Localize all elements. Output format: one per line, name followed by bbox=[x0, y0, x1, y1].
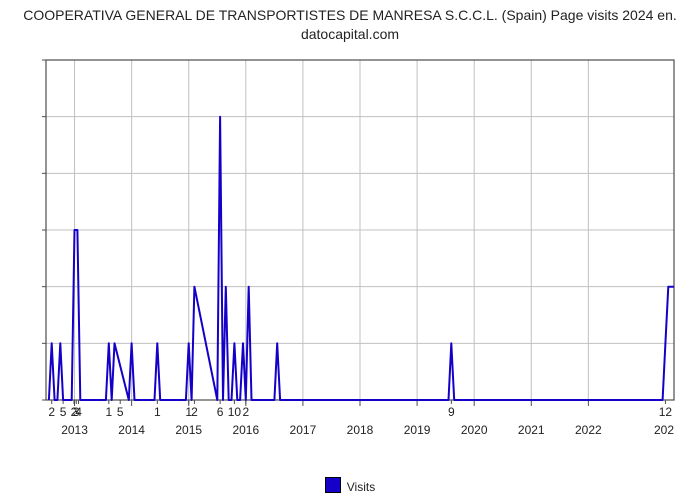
svg-text:2020: 2020 bbox=[461, 423, 488, 437]
svg-text:10: 10 bbox=[228, 405, 242, 419]
svg-text:2013: 2013 bbox=[61, 423, 88, 437]
svg-text:2021: 2021 bbox=[518, 423, 545, 437]
svg-text:1: 1 bbox=[154, 405, 161, 419]
svg-text:1: 1 bbox=[105, 405, 112, 419]
svg-text:2022: 2022 bbox=[575, 423, 602, 437]
svg-text:5: 5 bbox=[60, 405, 67, 419]
svg-text:9: 9 bbox=[448, 405, 455, 419]
legend: Visits bbox=[0, 477, 700, 494]
legend-label: Visits bbox=[347, 480, 375, 494]
visits-line-chart: 0123456201320142015201620172018201920202… bbox=[40, 54, 680, 440]
svg-text:6: 6 bbox=[217, 405, 224, 419]
svg-text:2014: 2014 bbox=[118, 423, 145, 437]
svg-text:2: 2 bbox=[48, 405, 55, 419]
svg-text:2: 2 bbox=[191, 405, 198, 419]
chart-title: COOPERATIVA GENERAL DE TRANSPORTISTES DE… bbox=[0, 6, 700, 44]
svg-text:2015: 2015 bbox=[175, 423, 202, 437]
svg-text:2016: 2016 bbox=[232, 423, 259, 437]
svg-text:4: 4 bbox=[75, 405, 82, 419]
svg-text:2018: 2018 bbox=[347, 423, 374, 437]
svg-text:12: 12 bbox=[659, 405, 673, 419]
svg-text:202: 202 bbox=[654, 423, 674, 437]
svg-text:2: 2 bbox=[242, 405, 249, 419]
svg-text:2019: 2019 bbox=[404, 423, 431, 437]
legend-swatch bbox=[325, 477, 341, 493]
svg-text:5: 5 bbox=[117, 405, 124, 419]
svg-text:2017: 2017 bbox=[290, 423, 317, 437]
